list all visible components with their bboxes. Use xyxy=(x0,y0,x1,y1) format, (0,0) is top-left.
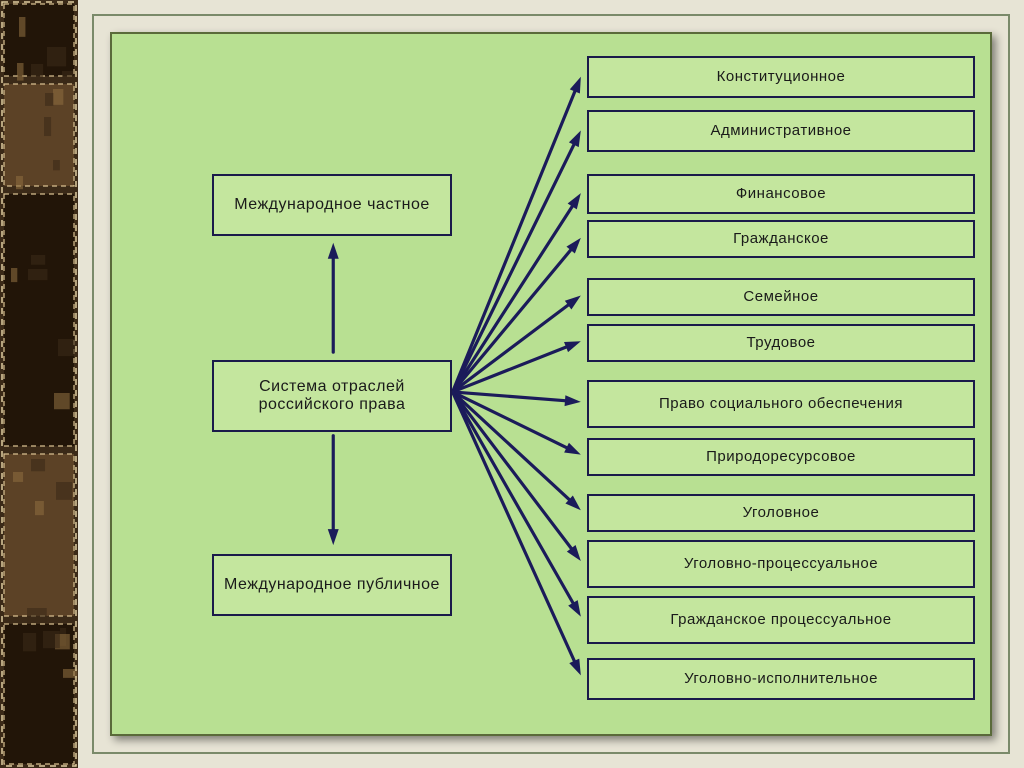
box-branch-social: Право социального обеспечения xyxy=(587,380,975,428)
content-area: Международное частное Система отраслей ро… xyxy=(78,0,1024,768)
box-branch-const: Конституционное xyxy=(587,56,975,98)
decorative-side-band xyxy=(0,0,78,768)
slide-outer-frame: Международное частное Система отраслей ро… xyxy=(92,14,1010,754)
box-branch-finance: Финансовое xyxy=(587,174,975,214)
box-intl-private: Международное частное xyxy=(212,174,452,236)
box-branch-labor: Трудовое xyxy=(587,324,975,362)
box-branch-admin: Административное xyxy=(587,110,975,152)
box-branch-nature: Природоресурсовое xyxy=(587,438,975,476)
box-branch-crimproc: Уголовно-процессуальное xyxy=(587,540,975,588)
box-intl-public: Международное публичное xyxy=(212,554,452,616)
box-branch-family: Семейное xyxy=(587,278,975,316)
box-system-center: Система отраслей российского права xyxy=(212,360,452,432)
box-branch-crimexec: Уголовно-исполнительное xyxy=(587,658,975,700)
box-branch-criminal: Уголовное xyxy=(587,494,975,532)
box-branch-civil: Гражданское xyxy=(587,220,975,258)
side-band-svg xyxy=(0,0,78,768)
slide-canvas: Международное частное Система отраслей ро… xyxy=(110,32,992,736)
box-branch-civproc: Гражданское процессуальное xyxy=(587,596,975,644)
page-root: Международное частное Система отраслей ро… xyxy=(0,0,1024,768)
